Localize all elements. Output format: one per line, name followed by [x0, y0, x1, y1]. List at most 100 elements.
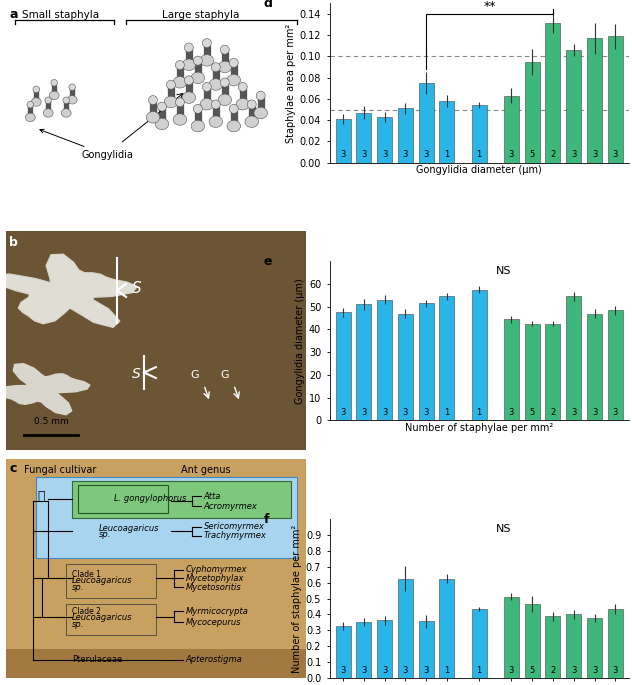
Bar [377, 300, 392, 421]
FancyBboxPatch shape [66, 603, 156, 636]
Ellipse shape [256, 91, 265, 100]
Ellipse shape [218, 61, 231, 73]
Text: 1: 1 [477, 666, 482, 675]
Ellipse shape [200, 99, 214, 110]
Text: 3: 3 [571, 408, 576, 417]
Text: 3: 3 [612, 151, 618, 160]
FancyBboxPatch shape [78, 486, 168, 513]
Ellipse shape [185, 76, 193, 85]
Bar [336, 119, 351, 162]
Text: S: S [132, 281, 142, 296]
Bar [398, 579, 413, 678]
Text: e: e [264, 255, 272, 268]
Text: 3: 3 [361, 151, 367, 160]
Bar [377, 621, 392, 678]
Text: 3: 3 [571, 151, 576, 160]
Bar [471, 290, 487, 421]
Bar [356, 622, 372, 678]
Bar [545, 616, 561, 678]
Text: 1: 1 [444, 408, 449, 417]
Text: 3: 3 [382, 666, 387, 675]
Bar [566, 297, 581, 421]
Bar [356, 304, 372, 421]
Ellipse shape [191, 121, 205, 132]
Bar [471, 105, 487, 162]
Ellipse shape [63, 97, 70, 103]
FancyBboxPatch shape [6, 649, 306, 678]
Text: Apterostigma: Apterostigma [186, 655, 243, 664]
X-axis label: Gongylidia diameter (µm): Gongylidia diameter (µm) [416, 165, 542, 175]
Text: Clade 1: Clade 1 [72, 570, 101, 579]
Ellipse shape [149, 96, 157, 105]
Bar [566, 614, 581, 678]
Ellipse shape [227, 121, 241, 132]
Bar [398, 314, 413, 421]
Ellipse shape [202, 38, 211, 48]
Text: 1: 1 [444, 151, 449, 160]
Ellipse shape [61, 109, 71, 117]
Text: Acromyrmex: Acromyrmex [204, 501, 258, 511]
Y-axis label: Number of staphylae per mm²: Number of staphylae per mm² [292, 525, 301, 673]
Ellipse shape [173, 114, 186, 125]
Polygon shape [0, 254, 137, 327]
Bar [525, 324, 540, 421]
Text: sp.: sp. [99, 530, 111, 539]
Text: Fungal cultivar: Fungal cultivar [24, 464, 96, 475]
Ellipse shape [166, 80, 176, 89]
Text: Mycetosoritis: Mycetosoritis [186, 583, 241, 592]
Text: f: f [264, 512, 269, 525]
Bar [587, 38, 602, 162]
Ellipse shape [67, 96, 77, 104]
Text: 5: 5 [530, 408, 535, 417]
Text: Myrmicocrypta: Myrmicocrypta [186, 607, 249, 616]
Text: Pterulaceae: Pterulaceae [72, 655, 123, 664]
Ellipse shape [209, 116, 222, 127]
Ellipse shape [221, 45, 229, 54]
Text: 3: 3 [612, 666, 618, 675]
FancyBboxPatch shape [72, 481, 291, 519]
Ellipse shape [49, 91, 59, 99]
Text: 5: 5 [530, 666, 535, 675]
Text: G: G [191, 370, 199, 380]
Bar [336, 626, 351, 678]
Ellipse shape [45, 97, 52, 103]
Bar [504, 96, 519, 162]
Text: 3: 3 [361, 666, 367, 675]
Y-axis label: Staphylae area per mm²: Staphylae area per mm² [286, 23, 296, 142]
Text: 3: 3 [509, 666, 514, 675]
Ellipse shape [164, 97, 178, 108]
Text: Sericomyrmex: Sericomyrmex [204, 523, 265, 532]
Text: 2: 2 [550, 151, 556, 160]
Bar [566, 50, 581, 162]
Text: 5: 5 [530, 151, 535, 160]
Bar [545, 23, 561, 162]
Polygon shape [0, 364, 90, 414]
Text: Mycetophylax: Mycetophylax [186, 574, 245, 583]
Bar [398, 108, 413, 162]
Ellipse shape [245, 116, 258, 127]
Ellipse shape [200, 55, 214, 66]
Bar [439, 297, 454, 421]
Text: 3: 3 [341, 666, 346, 675]
Text: 3: 3 [341, 408, 346, 417]
Bar [439, 579, 454, 678]
Text: 3: 3 [403, 408, 408, 417]
Text: 3: 3 [571, 666, 576, 675]
Text: L. gongylophorus: L. gongylophorus [114, 494, 186, 503]
Ellipse shape [202, 82, 211, 92]
Text: 3: 3 [423, 666, 429, 675]
Bar [587, 314, 602, 421]
Text: 3: 3 [592, 408, 597, 417]
Text: 3: 3 [382, 408, 387, 417]
Bar [608, 36, 623, 162]
Text: sp.: sp. [72, 583, 85, 592]
Text: 3: 3 [403, 151, 408, 160]
Text: Ant genus: Ant genus [181, 464, 231, 475]
Text: 3: 3 [403, 666, 408, 675]
Ellipse shape [173, 77, 186, 88]
Text: G: G [221, 370, 229, 380]
Text: 0.5 mm: 0.5 mm [34, 417, 69, 426]
Text: sp.: sp. [72, 620, 85, 629]
Ellipse shape [209, 79, 222, 90]
Ellipse shape [146, 112, 160, 123]
